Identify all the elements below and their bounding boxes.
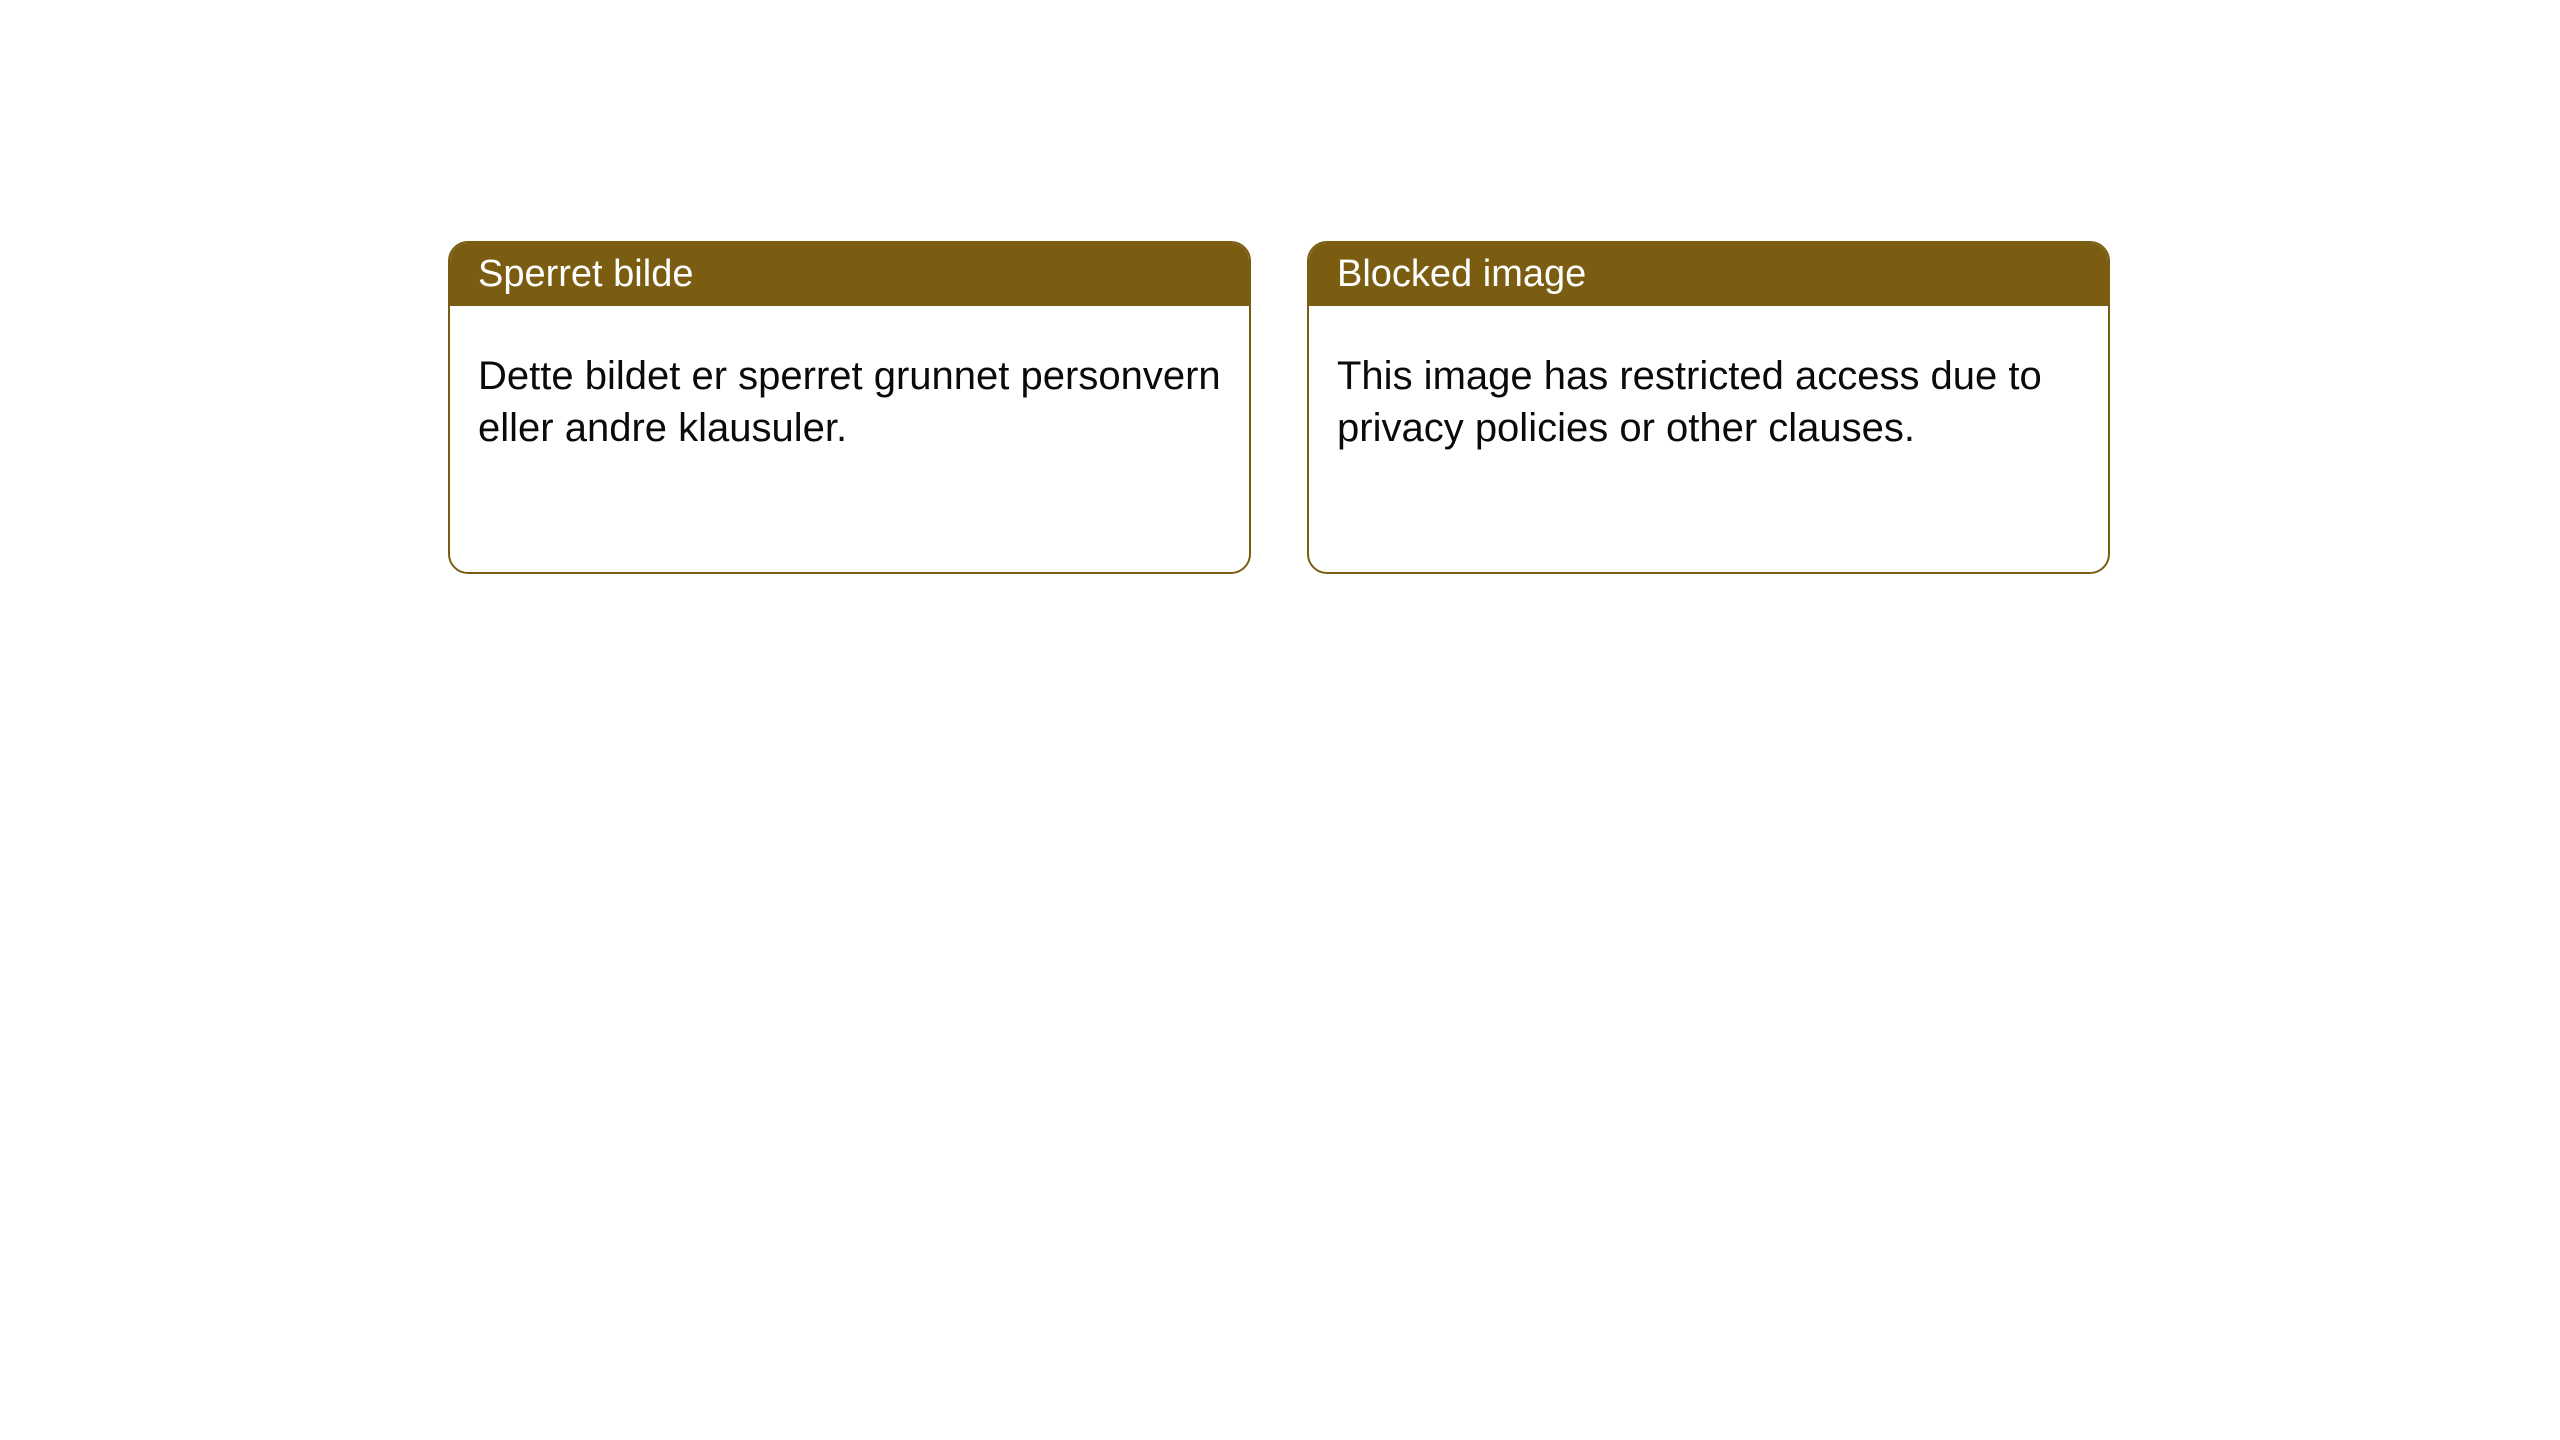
- card-title: Blocked image: [1309, 243, 2108, 306]
- blocked-image-card-no: Sperret bilde Dette bildet er sperret gr…: [448, 241, 1251, 574]
- cards-container: Sperret bilde Dette bildet er sperret gr…: [0, 0, 2560, 574]
- blocked-image-card-en: Blocked image This image has restricted …: [1307, 241, 2110, 574]
- card-body: This image has restricted access due to …: [1309, 306, 2108, 498]
- card-body: Dette bildet er sperret grunnet personve…: [450, 306, 1249, 498]
- card-title: Sperret bilde: [450, 243, 1249, 306]
